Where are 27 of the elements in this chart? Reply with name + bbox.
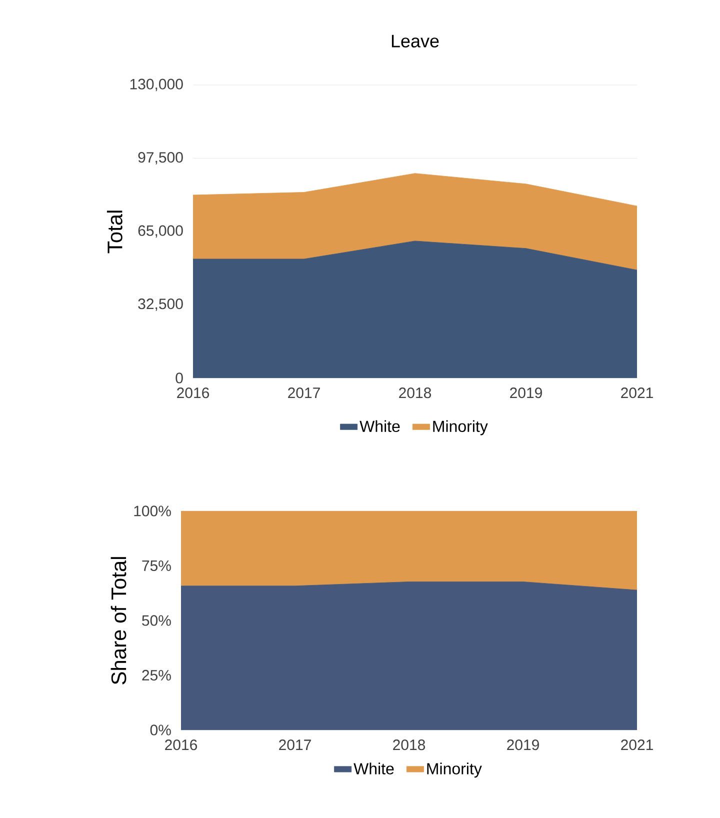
legend-label: Minority (433, 420, 488, 436)
x-tick-label: 2019 (510, 388, 542, 398)
x-tick-label: 2019 (507, 740, 539, 750)
y-tick-label: 0% (150, 724, 171, 736)
y-tick-label: 50% (142, 615, 171, 626)
legend-label: Minority (427, 762, 482, 778)
y-tick-label: 97,500 (138, 152, 183, 164)
x-tick-label: 2021 (621, 388, 653, 398)
y-tick-label: 100% (134, 506, 171, 516)
x-tick-label: 2018 (393, 740, 426, 750)
x-tick-label: 2016 (177, 388, 210, 398)
chart-title: Leave (392, 34, 439, 48)
y-tick-label: 0 (176, 372, 183, 384)
y-tick-label: 32,500 (138, 298, 183, 311)
y-tick-label: 65,000 (138, 225, 183, 238)
legend-label: White (360, 420, 400, 432)
x-tick-label: 2018 (399, 388, 432, 398)
x-tick-label: 2016 (165, 740, 198, 750)
legend-label: White (354, 762, 394, 774)
x-tick-label: 2017 (279, 740, 311, 750)
y-tick-label: 130,000 (130, 78, 183, 92)
y-axis-title: Share of Total (110, 557, 126, 684)
y-tick-label: 25% (142, 670, 171, 681)
y-axis-title: Total (106, 210, 122, 254)
x-tick-label: 2017 (288, 388, 320, 398)
y-tick-label: 75% (142, 560, 171, 572)
x-tick-label: 2021 (621, 740, 653, 750)
